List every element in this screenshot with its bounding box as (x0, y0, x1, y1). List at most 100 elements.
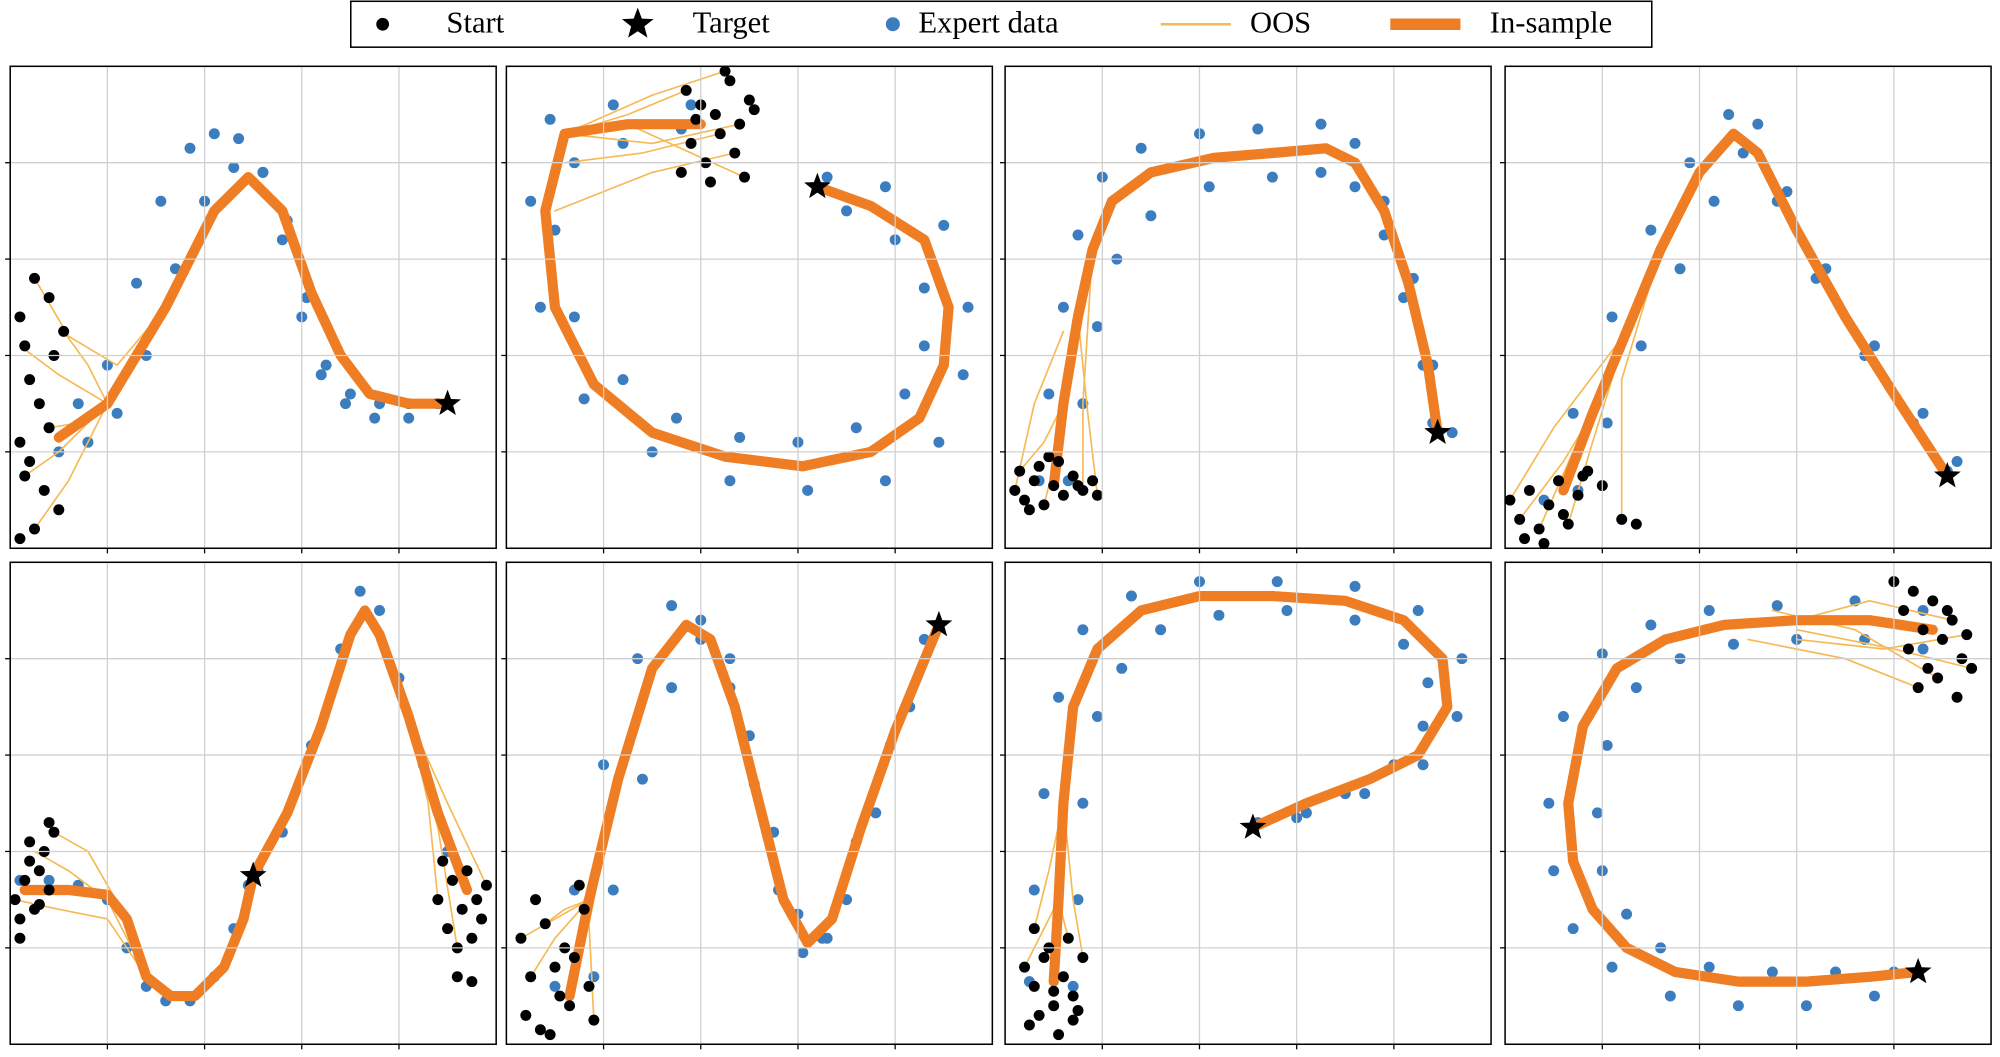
start-point (1048, 480, 1060, 492)
start-point (1057, 971, 1069, 983)
start-point (53, 504, 65, 516)
panel (1000, 65, 1492, 554)
start-point (24, 374, 36, 386)
start-point (14, 436, 26, 448)
start-point (1538, 537, 1550, 549)
start-point (1014, 465, 1026, 477)
start-point (1907, 585, 1919, 597)
start-point (680, 84, 692, 96)
plot-area (1543, 576, 1978, 1012)
start-point (534, 1024, 546, 1036)
start-point (1067, 470, 1079, 482)
oos-line (19, 344, 109, 405)
start-point (1936, 633, 1948, 645)
start-point (1941, 605, 1953, 616)
oos-line (563, 132, 721, 164)
expert-point (544, 113, 556, 125)
start-point (1019, 961, 1031, 973)
panel (5, 561, 497, 1050)
expert-point (666, 600, 678, 612)
expert-point (1300, 807, 1312, 819)
expert-point (918, 340, 930, 352)
start-point (1067, 990, 1079, 1002)
panel-frame (1504, 65, 1992, 550)
start-point (549, 961, 561, 973)
start-point (1557, 509, 1569, 521)
expert-point (1621, 908, 1633, 920)
expert-point (1635, 340, 1647, 352)
start-point (719, 66, 731, 77)
start-point (48, 826, 60, 838)
start-point (729, 147, 741, 159)
expert-point (1703, 961, 1715, 973)
start-point (437, 855, 449, 867)
expert-point (1067, 980, 1079, 992)
in-sample-line (1048, 590, 1453, 987)
start-point (748, 104, 760, 116)
start-point (43, 817, 55, 829)
expert-point (1417, 720, 1429, 732)
start-point (456, 903, 468, 915)
expert-point (1422, 677, 1434, 689)
start-point (1038, 499, 1050, 511)
start-point (685, 137, 697, 149)
expert-point (1543, 797, 1555, 809)
in-sample-line (248, 605, 473, 896)
start-point (539, 918, 551, 930)
expert-point (369, 412, 381, 424)
start-point (573, 879, 585, 891)
start-point (1966, 662, 1978, 674)
expert-point (933, 436, 945, 448)
expert-point (1703, 605, 1715, 616)
expert-point (1728, 638, 1739, 650)
start-point (24, 836, 36, 848)
expert-point (1349, 580, 1361, 592)
expert-point (1349, 181, 1361, 193)
expert-point (208, 128, 220, 140)
in-sample-line (53, 172, 453, 443)
expert-point (1145, 210, 1157, 222)
expert-point (1606, 311, 1618, 323)
expert-point (899, 388, 911, 400)
start-point (1077, 952, 1089, 963)
start-point (1572, 489, 1584, 501)
expert-point (1567, 923, 1579, 935)
expert-point (938, 219, 950, 231)
expert-point (1091, 711, 1103, 722)
start-point (1912, 682, 1924, 694)
expert-point (1349, 614, 1361, 626)
start-point (14, 932, 26, 944)
expert-point (1606, 961, 1618, 973)
start-point (1053, 1029, 1065, 1041)
legend-label: Target (693, 6, 771, 40)
oos-line (520, 898, 590, 939)
expert-point (841, 205, 853, 217)
expert-point (850, 422, 862, 434)
expert-point (1737, 147, 1749, 159)
oos-line (529, 898, 590, 978)
expert-point (568, 311, 580, 323)
start-point (1028, 980, 1040, 992)
panel-frame (1004, 65, 1492, 550)
expert-point (1951, 456, 1963, 467)
plot-area (525, 66, 974, 496)
legend-label: Start (446, 6, 504, 40)
expert-point (1868, 340, 1880, 352)
plot-area (14, 128, 453, 545)
oos-line (1077, 316, 1099, 497)
expert-point (131, 277, 143, 289)
start-point (734, 118, 746, 130)
expert-point (1630, 682, 1642, 694)
panel (1000, 561, 1492, 1050)
panel (5, 65, 497, 554)
expert-point (1548, 865, 1560, 877)
start-point (568, 952, 580, 963)
start-point (1087, 475, 1099, 487)
expert-point (1591, 807, 1603, 819)
oos-line (33, 277, 167, 366)
start-point (564, 1000, 576, 1012)
start-point (471, 894, 483, 906)
in-sample-line (19, 870, 259, 1002)
start-point (446, 874, 458, 886)
expert-point (344, 388, 356, 400)
